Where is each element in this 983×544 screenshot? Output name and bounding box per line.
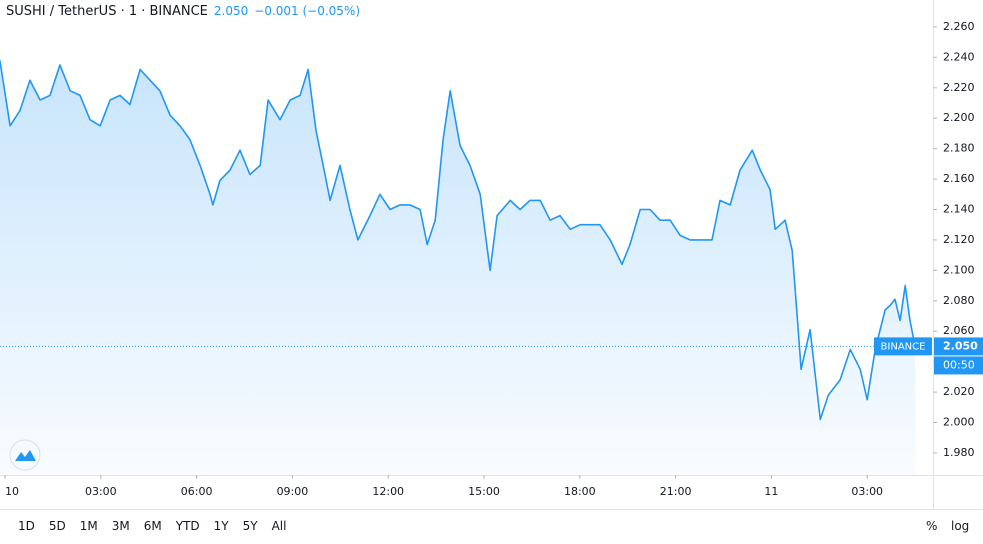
range-button[interactable]: 1M xyxy=(79,519,98,533)
countdown-tag xyxy=(934,356,983,375)
y-tick-label: 2.220 xyxy=(943,81,975,94)
range-button[interactable]: 5D xyxy=(48,519,66,533)
y-tick-label: 2.140 xyxy=(943,203,975,216)
x-tick-label: 12:00 xyxy=(372,485,404,498)
x-tick-label: 06:00 xyxy=(181,485,213,498)
y-tick-label: 2.180 xyxy=(943,142,975,155)
price-tag xyxy=(934,337,983,356)
countdown-label: 00:50 xyxy=(943,358,975,371)
y-tick-label: 1.980 xyxy=(943,446,975,459)
range-button[interactable]: 3M xyxy=(111,519,130,533)
x-tick-label: 10 xyxy=(5,485,19,498)
header: SUSHI / TetherUS · 1 · BINANCE 2.050 −0.00… xyxy=(6,4,360,19)
y-tick-label: 2.240 xyxy=(943,50,975,63)
y-tick-label: 2.160 xyxy=(943,172,975,185)
symbol-title: SUSHI / TetherUS · 1 · BINANCE xyxy=(6,4,208,19)
price-change: −0.001 (−0.05%) xyxy=(254,4,361,18)
y-tick-label: 2.120 xyxy=(943,233,975,246)
range-button[interactable]: YTD xyxy=(175,519,200,533)
exchange-tag xyxy=(874,337,932,356)
chart: 1.9802.0002.0202.0402.0602.0802.1002.120… xyxy=(0,0,983,509)
range-button[interactable]: 5Y xyxy=(242,519,258,533)
y-tick-label: 2.100 xyxy=(943,263,975,276)
x-tick-label: 21:00 xyxy=(660,485,692,498)
x-tick-label: 03:00 xyxy=(851,485,883,498)
y-tick-label: 2.020 xyxy=(943,385,975,398)
x-tick-label: 18:00 xyxy=(564,485,596,498)
y-tick-label: 2.260 xyxy=(943,20,975,33)
last-price: 2.050 xyxy=(213,4,249,18)
x-tick-label: 09:00 xyxy=(277,485,309,498)
x-tick-label: 03:00 xyxy=(85,485,117,498)
y-tick-label: 2.200 xyxy=(943,111,975,124)
toolbar: % log 1D 5D 1M 3M 6M YTD 1Y 5Y All xyxy=(0,509,983,544)
price-tag-label: 2.050 xyxy=(943,339,978,352)
percent-toggle[interactable]: % xyxy=(926,519,938,533)
x-tick-label: 11 xyxy=(764,485,778,498)
range-button[interactable]: 6M xyxy=(143,519,162,533)
area xyxy=(0,61,916,475)
log-toggle[interactable]: log xyxy=(951,519,970,533)
price-line xyxy=(0,60,916,421)
range-button[interactable]: 1D xyxy=(18,519,35,533)
y-tick-label: 2.060 xyxy=(943,324,975,337)
exchange-tag-label: BINANCE xyxy=(881,341,926,352)
range-button[interactable]: 1Y xyxy=(213,519,229,533)
y-tick-label: 2.000 xyxy=(943,416,975,429)
y-tick-label: 2.080 xyxy=(943,294,975,307)
x-tick-label: 15:00 xyxy=(468,485,500,498)
range-button[interactable]: All xyxy=(271,519,287,533)
